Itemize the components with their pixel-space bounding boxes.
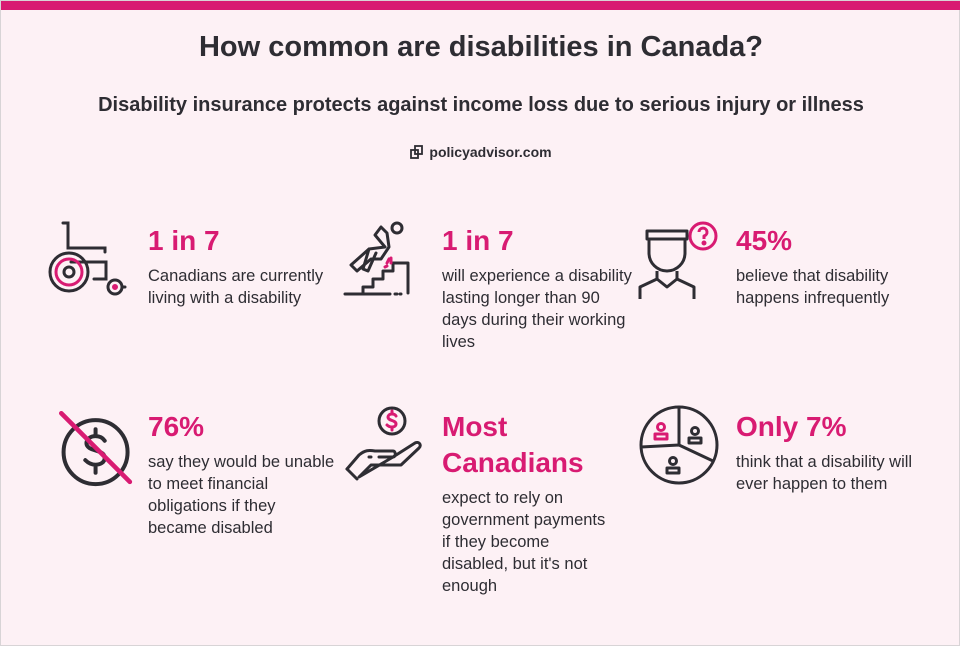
stat-headline: 1 in 7 xyxy=(148,225,220,256)
stat-headline: Most Canadians xyxy=(442,411,584,478)
pie-chart-people-icon xyxy=(639,405,719,485)
wheelchair-icon xyxy=(48,221,127,296)
stat-description: will experience a disability lasting lon… xyxy=(442,267,632,351)
stat-headline: Only 7% xyxy=(736,411,847,442)
stat-card: 1 in 7 will experience a disability last… xyxy=(442,223,632,353)
person-question-icon xyxy=(638,221,718,299)
brand-name: policyadvisor.com xyxy=(429,144,552,160)
stat-description: expect to rely on government payments if… xyxy=(442,489,606,595)
top-accent-bar xyxy=(1,1,960,10)
stat-card: Only 7% think that a disability will eve… xyxy=(736,409,926,495)
stat-description: say they would be unable to meet financi… xyxy=(148,453,335,537)
stat-description: Canadians are currently living with a di… xyxy=(148,267,324,307)
stat-description: think that a disability will ever happen… xyxy=(736,453,913,493)
stat-headline: 45% xyxy=(736,225,793,256)
stat-description: believe that disability happens infreque… xyxy=(736,267,890,307)
stat-card: 76% say they would be unable to meet fin… xyxy=(148,409,338,539)
stat-card: 1 in 7 Canadians are currently living wi… xyxy=(148,223,338,309)
stat-headline: 1 in 7 xyxy=(442,225,514,256)
page-subtitle: Disability insurance protects against in… xyxy=(98,94,864,116)
page-title: How common are disabilities in Canada? xyxy=(198,31,763,63)
stat-card: 45% believe that disability happens infr… xyxy=(736,223,926,309)
falling-on-stairs-icon xyxy=(343,221,410,296)
stat-card: Most Canadians expect to rely on governm… xyxy=(442,409,632,597)
policyadvisor-logo-icon xyxy=(410,145,424,159)
brand: policyadvisor.com xyxy=(1,144,960,160)
no-money-icon xyxy=(59,411,133,487)
hand-coin-icon xyxy=(345,406,422,481)
stat-headline: 76% xyxy=(148,411,205,442)
